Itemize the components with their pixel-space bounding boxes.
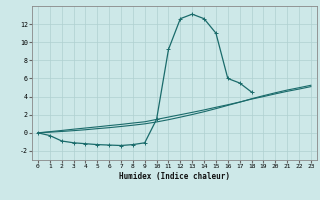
X-axis label: Humidex (Indice chaleur): Humidex (Indice chaleur) [119, 172, 230, 181]
